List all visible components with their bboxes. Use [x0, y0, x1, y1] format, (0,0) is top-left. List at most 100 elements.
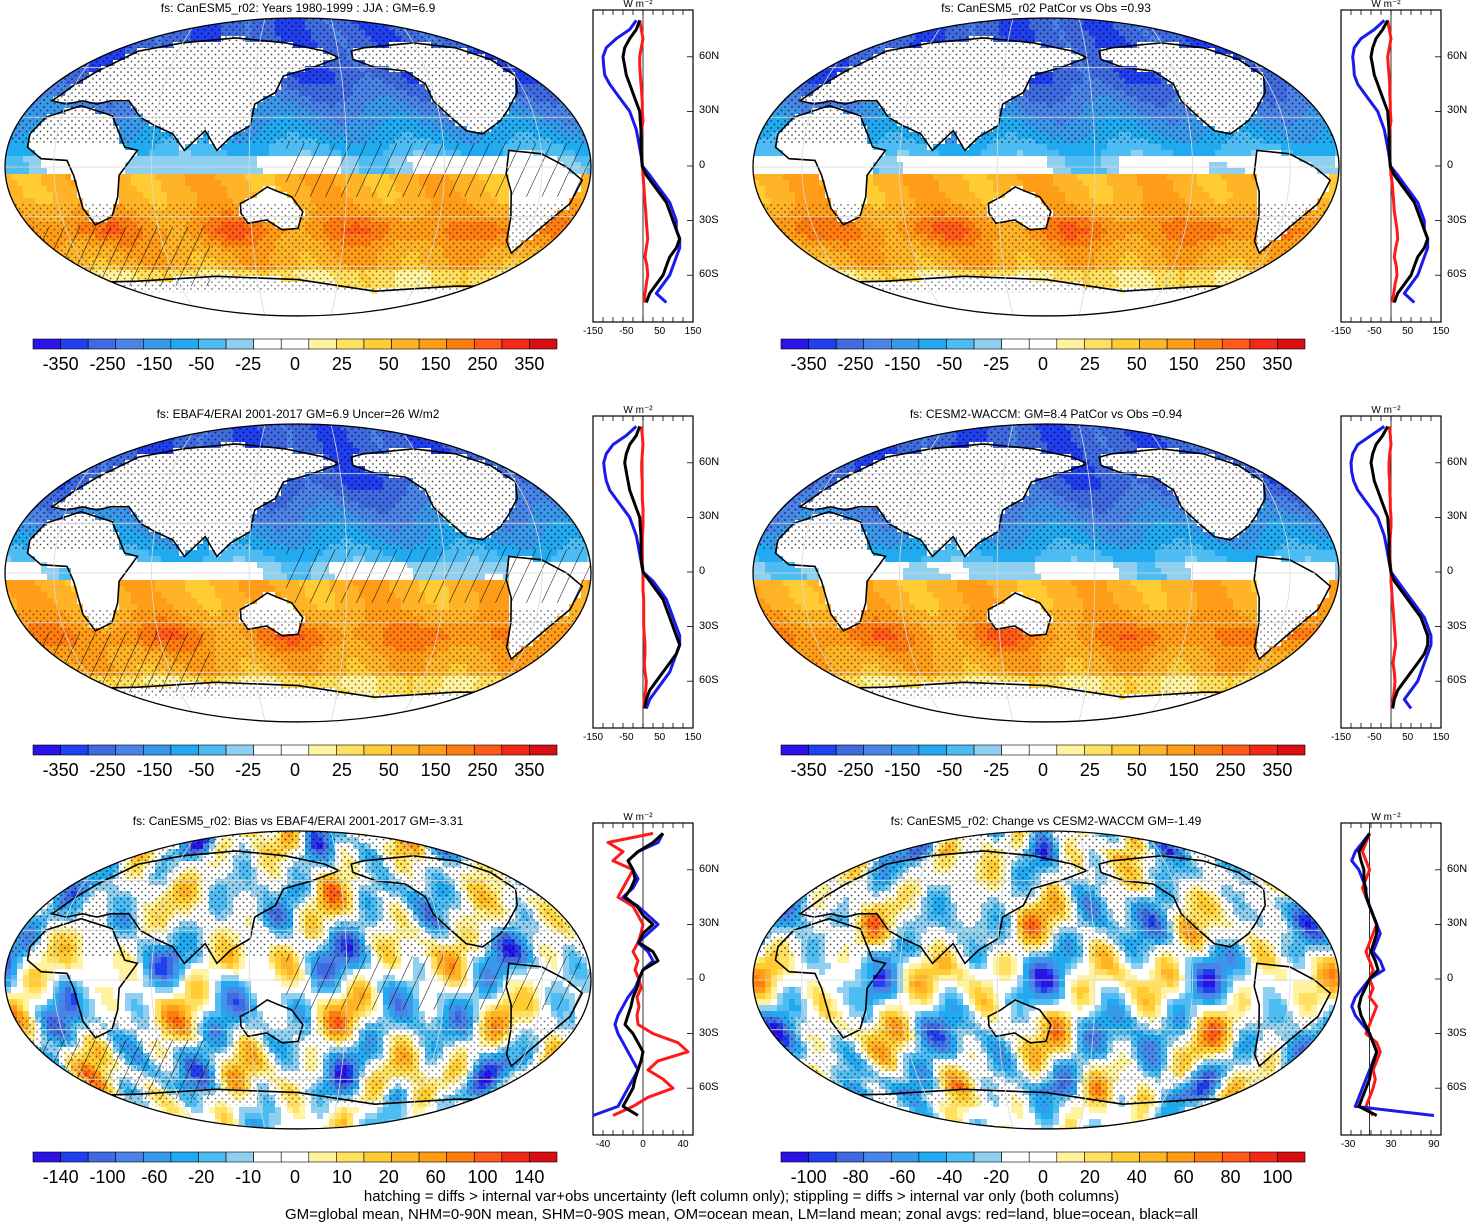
colorbar-label: -50 [936, 760, 962, 781]
colorbar-label: 350 [1262, 354, 1292, 375]
colorbar-box [1250, 1152, 1278, 1162]
zonal-xtick-label: 150 [1433, 732, 1450, 743]
colorbar-label: 50 [1127, 760, 1147, 781]
colorbar-label: 0 [1038, 354, 1048, 375]
colorbar-label: 20 [379, 1167, 399, 1188]
colorbar-box [1195, 745, 1223, 755]
zonal-ytick-label: 30N [699, 510, 719, 522]
colorbar-label: 50 [379, 354, 399, 375]
colorbar-box [502, 745, 530, 755]
colorbar-box [254, 1152, 282, 1162]
zonal-ytick-label: 60S [1447, 1081, 1467, 1093]
colorbar-label: -250 [89, 354, 125, 375]
panel-1: fs: CanESM5_r02: Years 1980-1999 : JJA :… [0, 0, 740, 400]
colorbar-box [1112, 745, 1140, 755]
zonal-ytick-label: 30S [1447, 1027, 1467, 1039]
colorbar-box [61, 745, 89, 755]
colorbar-box [836, 1152, 864, 1162]
colorbar-box [474, 339, 502, 349]
colorbar-box [946, 745, 974, 755]
colorbar [781, 1152, 1305, 1162]
colorbar-label: -150 [884, 760, 920, 781]
colorbar-box [1084, 339, 1112, 349]
panel-graphics [0, 406, 740, 806]
zonal-xtick-label: -50 [619, 326, 633, 337]
colorbar-box [974, 1152, 1002, 1162]
colorbar-label: 25 [332, 354, 352, 375]
colorbar-box [809, 339, 837, 349]
colorbar-box [309, 1152, 337, 1162]
zonal-ytick-label: 60N [699, 50, 719, 62]
colorbar-box [474, 1152, 502, 1162]
zonal-xtick-label: 30 [1385, 1139, 1396, 1150]
colorbar-box [891, 339, 919, 349]
colorbar-box [364, 745, 392, 755]
colorbar-box [1195, 1152, 1223, 1162]
colorbar-label: -350 [43, 354, 79, 375]
colorbar-label: -50 [188, 760, 214, 781]
colorbar-box [946, 1152, 974, 1162]
colorbar-box [1002, 745, 1030, 755]
panel-graphics [748, 813, 1483, 1213]
colorbar-box [1002, 1152, 1030, 1162]
colorbar-box [809, 745, 837, 755]
colorbar-box [171, 745, 199, 755]
colorbar-box [1195, 339, 1223, 349]
colorbar-label: -350 [791, 354, 827, 375]
zonal-ytick-label: 60N [1447, 863, 1467, 875]
colorbar-box [1140, 339, 1168, 349]
colorbar-box [336, 1152, 364, 1162]
colorbar-box [143, 1152, 171, 1162]
zonal-ytick-label: 30N [1447, 104, 1467, 116]
colorbar-box [392, 745, 420, 755]
colorbar-box [309, 745, 337, 755]
colorbar-box [502, 1152, 530, 1162]
colorbar-box [781, 1152, 809, 1162]
colorbar-box [946, 339, 974, 349]
colorbar-label: 0 [290, 354, 300, 375]
colorbar-label: 140 [514, 1167, 544, 1188]
colorbar-label: 350 [514, 760, 544, 781]
colorbar-box [116, 339, 144, 349]
colorbar-box [198, 339, 226, 349]
panel-graphics [0, 813, 740, 1213]
colorbar-box [1140, 1152, 1168, 1162]
colorbar-label: 20 [1080, 1167, 1100, 1188]
colorbar-box [919, 1152, 947, 1162]
colorbar-label: -100 [89, 1167, 125, 1188]
colorbar-box [254, 745, 282, 755]
zonal-unit: W m⁻² [1371, 812, 1400, 823]
colorbar-label: 25 [332, 760, 352, 781]
colorbar-box [1222, 339, 1250, 349]
colorbar-label: -25 [235, 354, 261, 375]
zonal-line-all [623, 20, 680, 302]
zonal-xtick-label: 40 [677, 1139, 688, 1150]
panel-4: fs: CESM2-WACCM: GM=8.4 PatCor vs Obs =0… [748, 406, 1483, 806]
zonal-ytick-label: 60N [699, 863, 719, 875]
colorbar-box [1057, 1152, 1085, 1162]
colorbar [33, 745, 557, 755]
colorbar-label: -150 [136, 760, 172, 781]
colorbar-box [1222, 1152, 1250, 1162]
colorbar-box [529, 1152, 557, 1162]
zonal-ytick-label: 30S [699, 1027, 719, 1039]
colorbar-label: 60 [1174, 1167, 1194, 1188]
colorbar-box [61, 339, 89, 349]
colorbar-label: 80 [1221, 1167, 1241, 1188]
zonal-xtick-label: -50 [1367, 326, 1381, 337]
zonal-plot [593, 10, 693, 322]
zonal-xtick-label: 150 [685, 326, 702, 337]
colorbar-label: 350 [514, 354, 544, 375]
colorbar-label: -140 [43, 1167, 79, 1188]
colorbar-box [1167, 339, 1195, 349]
colorbar-box [171, 339, 199, 349]
colorbar-box [116, 1152, 144, 1162]
zonal-ytick-label: 0 [699, 565, 705, 577]
colorbar-box [281, 745, 309, 755]
zonal-unit: W m⁻² [623, 405, 652, 416]
colorbar-label: 10 [332, 1167, 352, 1188]
panel-2: fs: CanESM5_r02 PatCor vs Obs =0.93-350-… [748, 0, 1483, 400]
colorbar-label: -50 [188, 354, 214, 375]
colorbar-label: -20 [983, 1167, 1009, 1188]
colorbar-box [1167, 1152, 1195, 1162]
